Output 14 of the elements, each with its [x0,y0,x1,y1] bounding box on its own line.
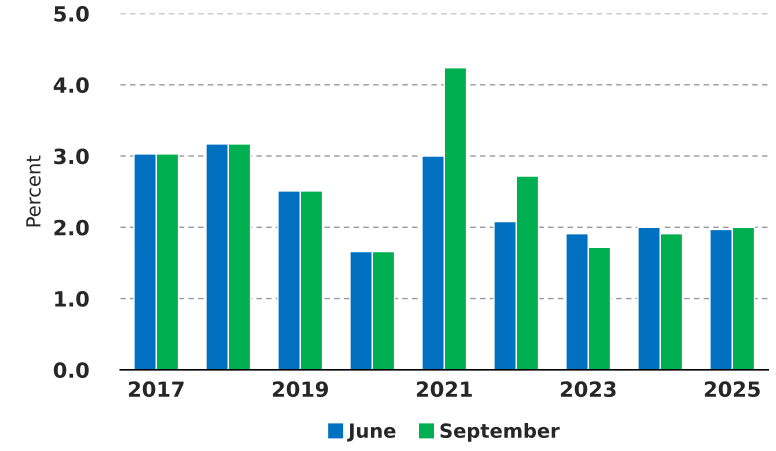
y-tick-label: 0.0 [54,362,89,378]
y-axis-title: Percent [26,156,41,226]
y-tick-label: 5.0 [54,6,89,22]
y-tick-label: 3.0 [54,148,89,164]
x-tick-label: 2025 [704,381,760,398]
legend-label: June [347,424,396,442]
legend-label: September [440,422,560,442]
x-tick-label: 2021 [416,381,472,398]
y-tick-label: 1.0 [55,291,89,307]
x-tick-label: 2019 [272,381,328,398]
x-tick-label: 2023 [560,381,616,398]
y-tick-label: 4.0 [54,77,89,93]
x-tick-label: 2017 [128,381,184,398]
y-tick-label: 2.0 [54,220,89,236]
